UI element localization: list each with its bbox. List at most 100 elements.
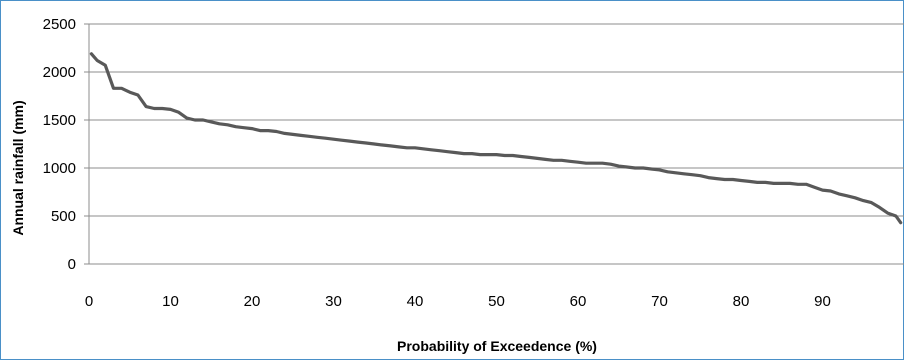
data-point — [341, 139, 343, 141]
data-point — [593, 162, 595, 164]
data-point — [773, 182, 775, 184]
data-point — [324, 137, 326, 139]
data-point — [878, 206, 881, 208]
y-tick-label: 1500 — [43, 112, 76, 129]
data-point — [373, 143, 375, 145]
data-point — [870, 201, 873, 204]
data-point — [691, 174, 693, 176]
data-point — [96, 59, 98, 62]
data-point — [740, 179, 742, 182]
data-point — [748, 180, 750, 183]
data-point — [732, 178, 734, 181]
data-point — [112, 87, 115, 89]
data-point — [398, 146, 400, 148]
data-point — [683, 173, 685, 175]
data-point — [675, 172, 677, 174]
y-tick-label: 0 — [68, 256, 76, 273]
y-tick-labels: 0 500 1000 1500 2000 2500 — [43, 16, 76, 273]
y-tick-label: 500 — [51, 208, 76, 225]
data-point — [838, 193, 840, 195]
data-point — [764, 181, 767, 183]
data-point — [169, 108, 172, 111]
data-point — [121, 87, 123, 89]
data-point — [243, 127, 245, 129]
data-point — [259, 129, 261, 132]
data-point — [308, 135, 310, 137]
data-point — [438, 150, 441, 152]
data-point — [300, 134, 302, 136]
series-layer — [89, 52, 903, 225]
data-point — [194, 119, 196, 121]
data-point — [610, 163, 612, 165]
data-point — [520, 155, 522, 158]
data-point — [235, 126, 237, 128]
data-point — [715, 177, 718, 180]
data-point — [178, 111, 180, 113]
data-point — [699, 175, 701, 177]
y-tick-label: 2000 — [43, 64, 76, 81]
data-point — [487, 153, 489, 156]
data-point — [642, 167, 644, 169]
data-point — [129, 91, 131, 93]
data-point — [104, 64, 106, 66]
axes — [84, 23, 904, 265]
data-point — [218, 123, 220, 125]
data-point — [650, 168, 652, 170]
data-point — [577, 161, 579, 163]
x-tick-labels: 0 10 20 30 40 50 60 70 80 90 — [85, 293, 831, 310]
data-point — [137, 94, 139, 96]
y-tick-label: 2500 — [43, 16, 76, 33]
x-tick-label: 20 — [244, 293, 261, 310]
data-point — [830, 190, 832, 192]
data-point — [381, 144, 383, 146]
x-tick-label: 90 — [814, 293, 831, 310]
data-point — [512, 154, 514, 157]
data-point — [471, 153, 473, 155]
data-point — [561, 159, 563, 161]
data-point — [267, 129, 269, 132]
data-point — [202, 119, 204, 121]
data-point — [414, 147, 416, 149]
data-point — [626, 166, 628, 168]
x-tick-label: 70 — [651, 293, 668, 310]
data-point — [887, 212, 889, 214]
x-tick-label: 50 — [488, 293, 505, 310]
data-point — [569, 160, 571, 162]
data-point — [186, 117, 188, 119]
data-point — [447, 151, 449, 153]
data-point — [618, 165, 620, 167]
data-point — [422, 148, 424, 150]
x-tick-label: 40 — [407, 293, 424, 310]
data-point — [161, 107, 163, 110]
gridlines — [89, 23, 904, 217]
data-point — [900, 222, 902, 224]
data-point — [895, 215, 897, 217]
data-point — [504, 154, 506, 157]
data-point — [349, 140, 351, 142]
x-tick-label: 60 — [570, 293, 587, 310]
data-point — [479, 153, 481, 156]
data-point — [284, 132, 286, 135]
data-point — [797, 183, 799, 185]
data-point — [821, 189, 824, 191]
data-point — [862, 200, 864, 202]
data-point — [781, 182, 783, 184]
data-point — [495, 153, 498, 156]
data-point — [789, 182, 791, 184]
data-point — [463, 153, 465, 155]
data-point — [90, 53, 93, 55]
data-point — [634, 167, 636, 169]
x-tick-label: 10 — [162, 293, 179, 310]
data-point — [528, 156, 530, 159]
x-tick-label: 30 — [325, 293, 342, 310]
data-point — [406, 147, 408, 149]
data-point — [846, 195, 848, 197]
y-tick-label: 1000 — [43, 160, 76, 177]
data-point — [552, 159, 555, 161]
data-point — [332, 138, 335, 140]
data-point — [226, 124, 229, 126]
data-point — [430, 149, 432, 151]
data-point — [601, 162, 604, 164]
data-point — [292, 133, 294, 135]
